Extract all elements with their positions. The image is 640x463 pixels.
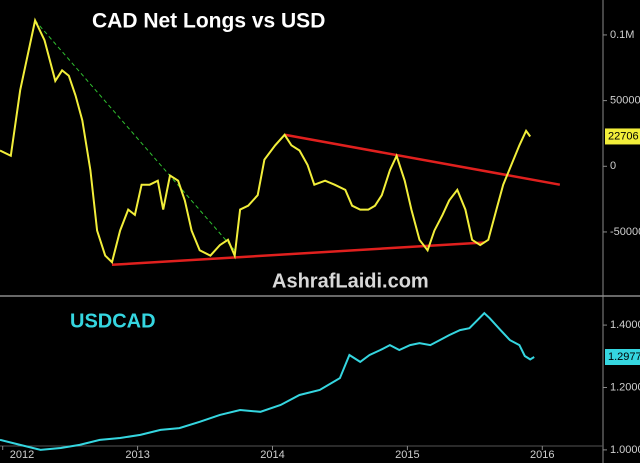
- y-tick-label: 50000: [610, 95, 640, 107]
- panel-title: USDCAD: [70, 310, 156, 332]
- x-tick-label: 2013: [125, 449, 149, 461]
- y-tick-label: 0: [610, 160, 616, 172]
- x-tick-label: 2016: [530, 449, 554, 461]
- y-tick-label: 1.4000: [610, 319, 640, 331]
- chart-title: CAD Net Longs vs USD: [92, 10, 325, 33]
- trendline: [34, 20, 236, 251]
- last-value-box: [605, 349, 640, 366]
- trendline: [284, 133, 561, 186]
- last-value-label: 1.2977: [608, 351, 640, 363]
- series-line: [0, 17, 532, 265]
- y-tick-label: -50000: [610, 226, 640, 238]
- y-tick-label: 1.0000: [610, 444, 640, 456]
- x-tick-label: 2012: [10, 449, 34, 461]
- x-tick-label: 2015: [395, 449, 419, 461]
- y-tick-label: 0.1M: [610, 29, 634, 41]
- last-value-label: 22706: [608, 130, 639, 142]
- x-tick-label: 2014: [260, 449, 284, 461]
- watermark: AshrafLaidi.com: [272, 270, 429, 292]
- y-tick-label: 1.2000: [610, 381, 640, 393]
- series-line: [0, 311, 535, 451]
- trendline: [111, 241, 485, 267]
- last-value-box: [605, 128, 640, 145]
